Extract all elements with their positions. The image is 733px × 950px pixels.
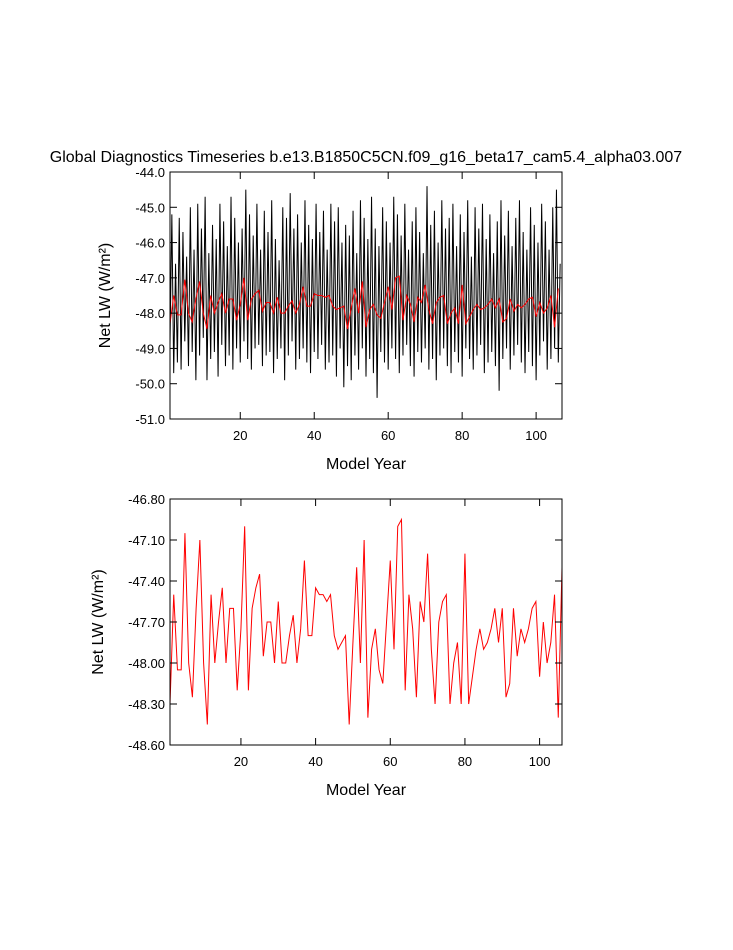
x-tick-label: 40: [307, 428, 321, 443]
x-tick-label: 40: [308, 754, 322, 769]
plot-area: [170, 517, 562, 725]
y-axis-title: Net LW (W/m²): [90, 569, 107, 674]
plot-frame: [169, 171, 563, 420]
y-tick-label: -48.00: [128, 656, 165, 671]
x-axis-title: Model Year: [326, 782, 407, 799]
y-tick-label: -47.70: [128, 615, 165, 630]
x-tick-label: 100: [525, 428, 547, 443]
chart-title: Global Diagnostics Timeseries b.e13.B185…: [50, 149, 683, 166]
series-line: [170, 186, 561, 398]
y-tick-label: -44.0: [135, 165, 165, 180]
y-tick-label: -49.0: [135, 341, 165, 356]
y-tick-label: -47.0: [135, 271, 165, 286]
y-tick-label: -48.30: [128, 697, 165, 712]
y-tick-label: -45.0: [135, 200, 165, 215]
y-tick-label: -46.80: [128, 492, 165, 507]
x-tick-label: 20: [234, 754, 248, 769]
series-line: [170, 275, 559, 330]
series-line: [170, 517, 562, 725]
x-tick-label: 60: [383, 754, 397, 769]
y-axis-title: Net LW (W/m²): [97, 243, 114, 348]
x-tick-label: 20: [233, 428, 247, 443]
y-tick-label: -48.60: [128, 738, 165, 753]
y-tick-label: -47.10: [128, 533, 165, 548]
y-tick-label: -46.0: [135, 236, 165, 251]
y-tick-label: -50.0: [135, 377, 165, 392]
y-tick-label: -51.0: [135, 412, 165, 427]
plot-area: [170, 186, 561, 398]
x-tick-label: 80: [458, 754, 472, 769]
y-tick-label: -48.0: [135, 306, 165, 321]
x-tick-label: 100: [529, 754, 551, 769]
x-tick-label: 60: [381, 428, 395, 443]
x-axis-title: Model Year: [326, 456, 407, 473]
x-tick-label: 80: [455, 428, 469, 443]
y-tick-label: -47.40: [128, 574, 165, 589]
